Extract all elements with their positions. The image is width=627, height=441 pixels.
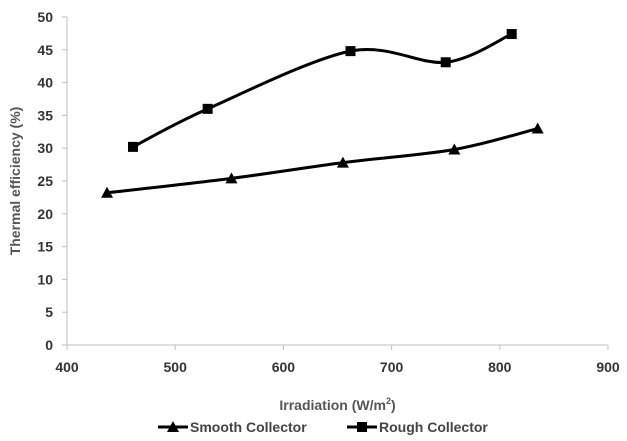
data-point-smooth-collector	[225, 172, 238, 184]
y-tick-label: 35	[37, 107, 53, 123]
legend-item-rough-collector: Rough Collector	[347, 419, 488, 435]
y-tick-label: 0	[45, 337, 53, 353]
data-point-smooth-collector	[336, 156, 349, 168]
x-tick-label: 700	[380, 359, 404, 375]
y-tick-label: 45	[37, 42, 53, 58]
x-tick-label: 900	[596, 359, 620, 375]
legend-label-rough-collector: Rough Collector	[379, 419, 488, 435]
y-tick-label: 20	[37, 206, 53, 222]
data-point-rough-collector	[440, 57, 451, 68]
legend-marker-rough-collector	[357, 422, 367, 432]
y-tick-label: 40	[37, 75, 53, 91]
y-tick-label: 50	[37, 9, 53, 25]
labels-layer: Irradiation (W/m2) Thermal efficiency (%…	[7, 107, 396, 413]
series-layer	[101, 29, 544, 198]
data-point-rough-collector	[128, 141, 139, 152]
y-tick-label: 10	[37, 271, 53, 287]
x-axis-title-main: Irradiation (W/m	[279, 397, 386, 413]
axes: 0 5 10 15 20 25 30 35 40 45 50 400 500 600 700 800 900	[37, 9, 619, 375]
data-point-rough-collector	[202, 103, 213, 114]
data-point-rough-collector	[506, 29, 517, 40]
legend-marker-smooth-collector	[167, 421, 179, 432]
y-tick-label: 25	[37, 173, 53, 189]
data-point-rough-collector	[345, 46, 356, 57]
y-tick-label: 15	[37, 239, 53, 255]
x-axis-title-close: )	[391, 397, 396, 413]
series-line-smooth-collector	[106, 127, 539, 195]
data-point-smooth-collector	[448, 143, 461, 155]
data-point-smooth-collector	[531, 122, 544, 134]
y-axis-title: Thermal efficiency (%)	[7, 107, 23, 256]
y-tick-label: 5	[45, 304, 53, 320]
series-smooth-collector	[101, 122, 544, 198]
x-tick-label: 400	[55, 359, 79, 375]
series-line-rough-collector	[132, 32, 513, 149]
x-tick-label: 600	[272, 359, 296, 375]
y-tick-label: 30	[37, 140, 53, 156]
series-rough-collector	[128, 29, 517, 152]
x-axis-title-superscript: 2	[386, 396, 391, 406]
x-axis-title: Irradiation (W/m2)	[279, 396, 395, 413]
x-tick-label: 500	[164, 359, 188, 375]
data-point-smooth-collector	[101, 186, 114, 198]
legend: Smooth Collector Rough Collector	[158, 419, 488, 435]
x-tick-label: 800	[488, 359, 512, 375]
legend-label-smooth-collector: Smooth Collector	[190, 419, 307, 435]
legend-item-smooth-collector: Smooth Collector	[158, 419, 307, 435]
